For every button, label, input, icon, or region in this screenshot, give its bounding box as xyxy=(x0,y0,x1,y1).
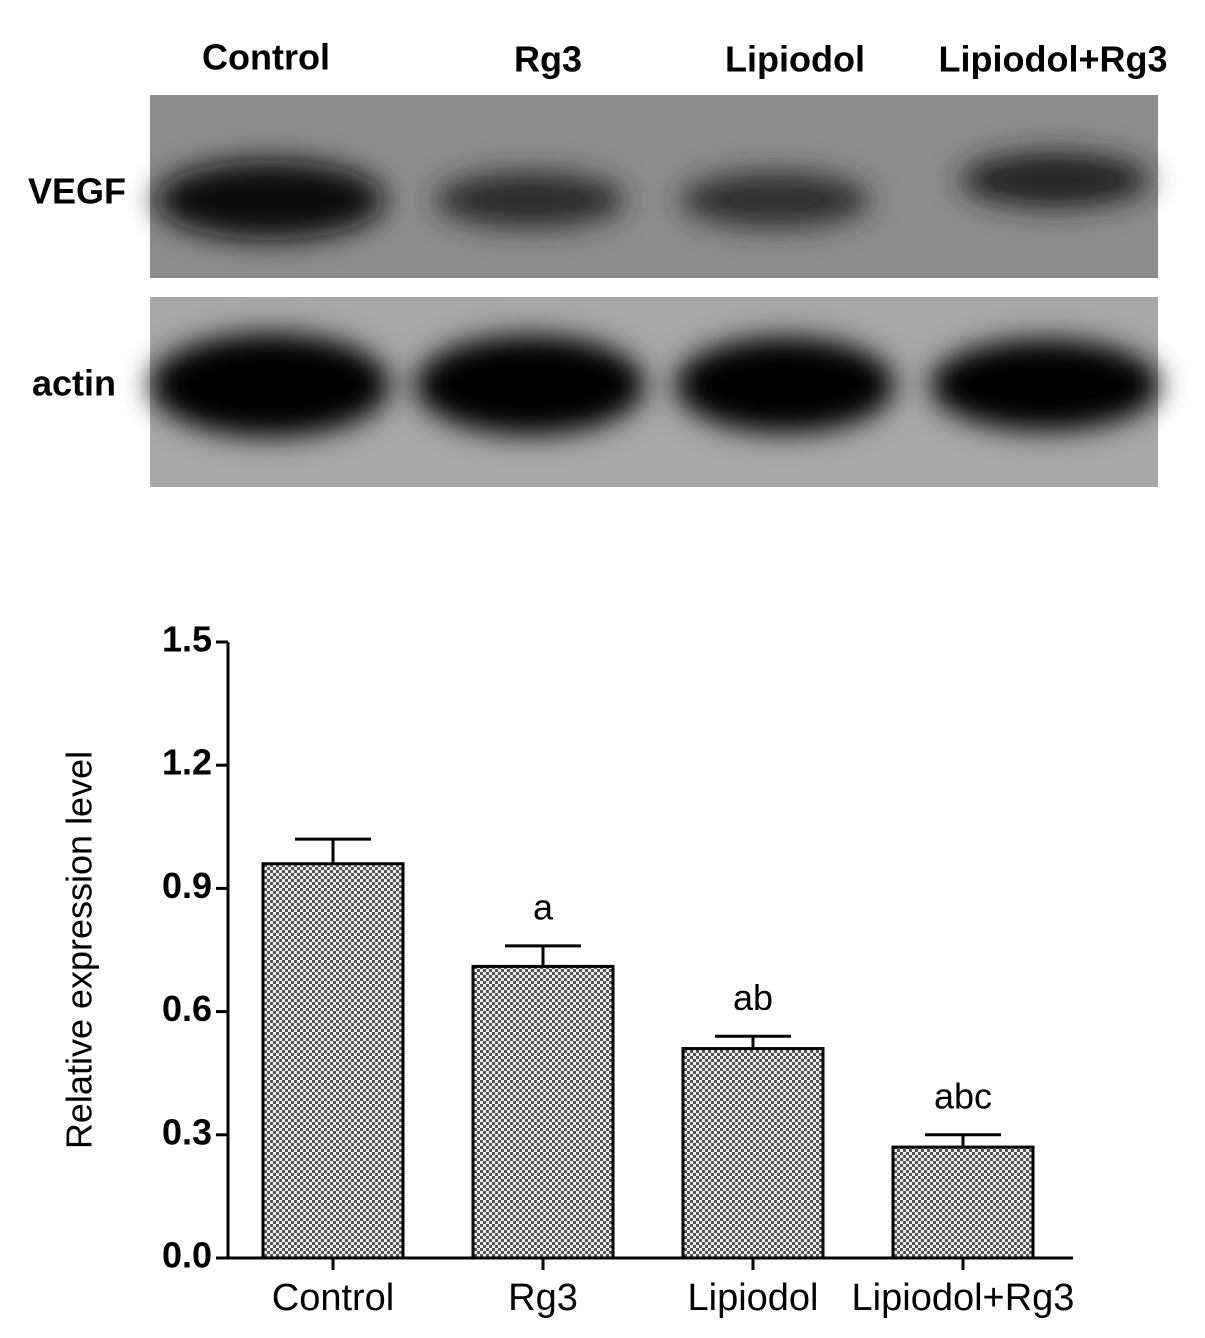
y-tick-label: 0.0 xyxy=(162,1235,212,1276)
lane-label: Rg3 xyxy=(514,39,582,80)
y-tick-label: 0.6 xyxy=(162,988,212,1029)
y-axis-label: Relative expression level xyxy=(59,751,100,1149)
x-tick-label: Lipiodol xyxy=(688,1277,819,1319)
bar xyxy=(681,1047,825,1260)
lane-label: Lipiodol xyxy=(725,39,865,80)
x-tick-label: Rg3 xyxy=(508,1277,578,1319)
lane-label: Control xyxy=(202,37,330,78)
row-label: VEGF xyxy=(28,171,126,212)
bands xyxy=(150,333,1160,437)
x-tick-label: Lipiodol+Rg3 xyxy=(852,1277,1075,1319)
bar xyxy=(471,964,615,1260)
bands xyxy=(155,152,1150,240)
y-tick-label: 1.5 xyxy=(162,619,212,660)
y-tick-label: 0.9 xyxy=(162,865,212,906)
row-label: actin xyxy=(32,363,116,404)
x-tick-label: Control xyxy=(272,1277,395,1319)
lane-label: Lipiodol+Rg3 xyxy=(939,39,1168,80)
significance-label: abc xyxy=(934,1075,992,1116)
blot: Control Rg3 Lipiodol Lipiodol+Rg3 VEGF a… xyxy=(28,37,1168,487)
y-tick-label: 0.3 xyxy=(162,1111,212,1152)
plot: 0.0 0.3 0.6 0.9 1.2 1.5 Control Rg3 a Lipiodol ab L… xyxy=(162,619,1075,1320)
significance-label: ab xyxy=(733,977,773,1018)
y-tick-label: 1.2 xyxy=(162,742,212,783)
bar xyxy=(261,862,405,1260)
significance-label: a xyxy=(533,886,554,927)
bar xyxy=(891,1145,1035,1260)
